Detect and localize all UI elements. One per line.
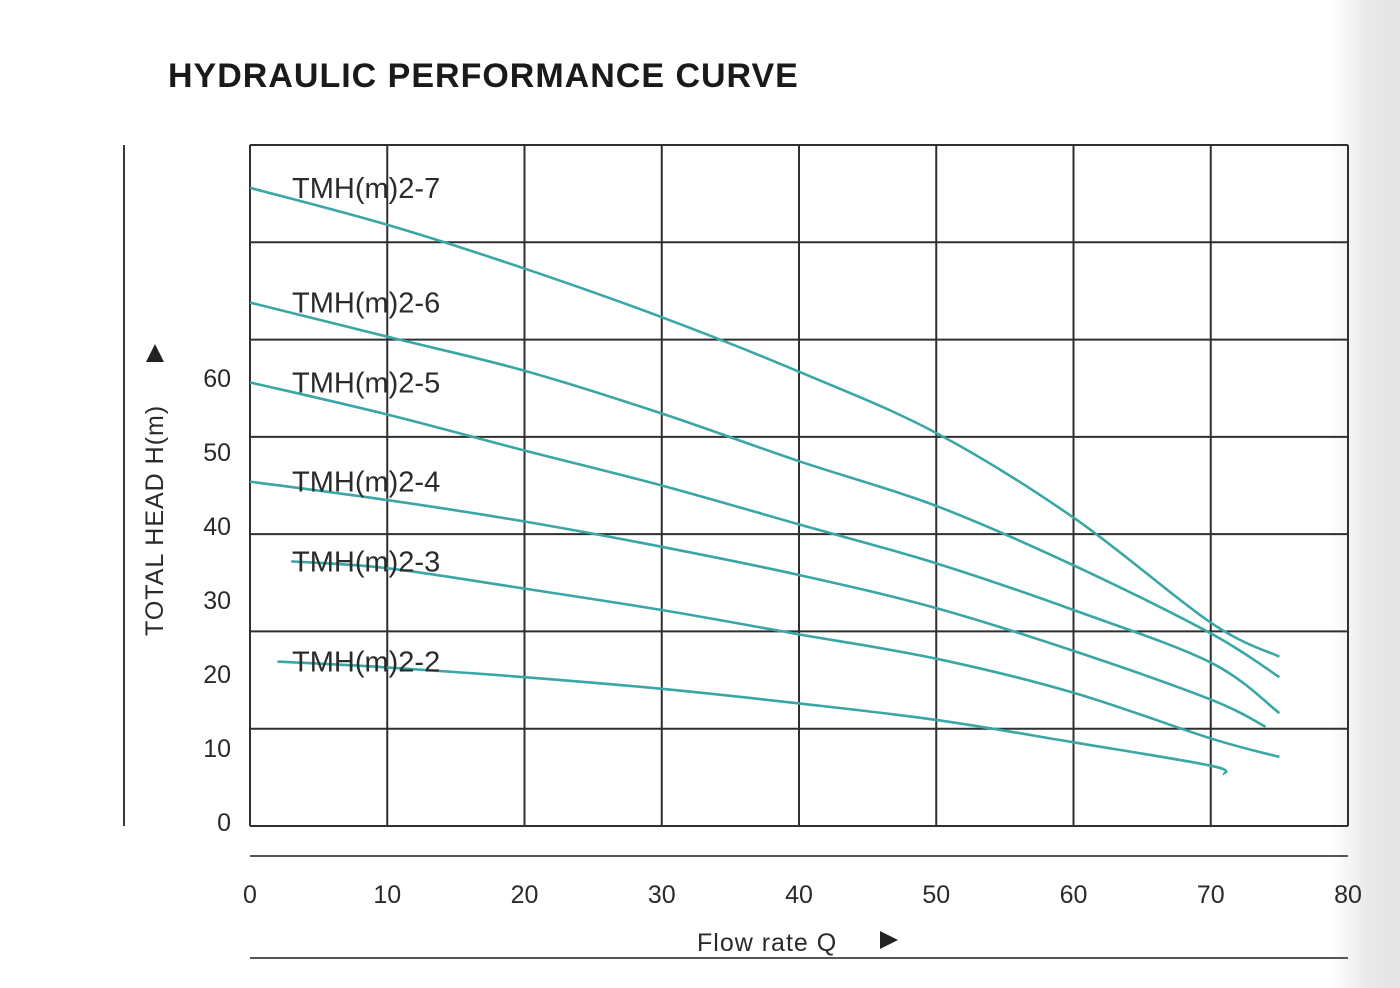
series-labels: TMH(m)2-7 TMH(m)2-6 TMH(m)2-5 TMH(m)2-4 TMH(… xyxy=(292,173,440,679)
x-tick-label: 50 xyxy=(922,881,950,909)
x-tick-label: 20 xyxy=(511,881,539,909)
series-curves xyxy=(249,186,1281,776)
y-tick-label: 40 xyxy=(203,513,231,541)
y-tick-label: 60 xyxy=(203,365,231,393)
x-tick-label: 40 xyxy=(785,881,813,909)
series-label: TMH(m)2-4 xyxy=(292,467,440,499)
series-label: TMH(m)2-6 xyxy=(292,288,440,320)
x-tick-label: 30 xyxy=(648,881,676,909)
y-tick-labels: 0 10 20 30 40 50 60 xyxy=(203,365,231,837)
y-tick-label: 30 xyxy=(203,587,231,615)
x-tick-label: 60 xyxy=(1060,881,1088,909)
series-label: TMH(m)2-7 xyxy=(292,173,440,205)
series-line-3 xyxy=(249,381,1281,715)
series-line-6 xyxy=(277,660,1228,776)
series-line-2 xyxy=(249,301,1281,679)
chart-title: HYDRAULIC PERFORMANCE CURVE xyxy=(168,57,799,95)
x-tick-label: 80 xyxy=(1334,881,1362,909)
series-line-5 xyxy=(291,560,1280,759)
series-label: TMH(m)2-5 xyxy=(292,367,440,399)
x-axis-label: Flow rate Q xyxy=(697,929,837,957)
y-axis-arrow-icon xyxy=(146,344,164,362)
plot-grid xyxy=(249,144,1349,827)
y-tick-label: 10 xyxy=(203,735,231,763)
x-tick-labels: 0 10 20 30 40 50 60 70 80 xyxy=(243,881,1362,909)
series-label: TMH(m)2-2 xyxy=(292,647,440,679)
series-label: TMH(m)2-3 xyxy=(292,546,440,578)
y-axis-label: TOTAL HEAD H(m) xyxy=(141,405,169,636)
x-tick-label: 0 xyxy=(243,881,257,909)
y-tick-label: 20 xyxy=(203,661,231,689)
scan-edge-shading xyxy=(1330,0,1400,988)
x-axis-arrow-icon xyxy=(880,931,898,949)
y-tick-label: 0 xyxy=(217,809,231,837)
series-line-1 xyxy=(249,186,1280,658)
x-tick-label: 10 xyxy=(373,881,401,909)
y-tick-label: 50 xyxy=(203,439,231,467)
series-line-4 xyxy=(249,480,1267,728)
x-tick-label: 70 xyxy=(1197,881,1225,909)
